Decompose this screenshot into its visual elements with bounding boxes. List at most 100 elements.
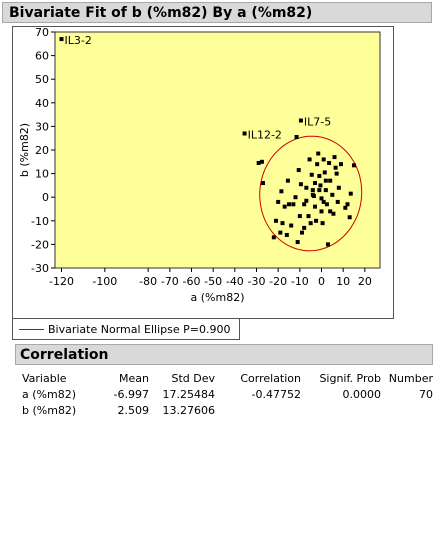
data-point [316,151,321,156]
data-point [309,172,314,177]
x-tick-label: 10 [336,275,350,288]
cell-correlation [215,402,301,418]
data-point [317,173,322,178]
data-point [343,205,348,210]
plot-area [54,31,381,269]
point-label: IL3-2 [65,34,92,47]
data-point [322,170,327,175]
data-point [279,189,284,194]
data-point [282,204,287,209]
data-point [296,168,301,173]
point-label: IL7-5 [304,116,331,129]
data-point [320,221,325,226]
y-tick-label: 50 [35,73,49,86]
legend-label: Bivariate Normal Ellipse P=0.900 [48,322,231,336]
cell-number [381,402,433,418]
x-tick-label: -50 [204,275,222,288]
y-tick-label: -20 [31,238,49,251]
data-point [298,182,303,187]
data-point [333,165,338,170]
data-point [321,199,326,204]
col-signif-prob: Signif. Prob [319,371,381,385]
data-point [348,191,353,196]
data-point [334,171,339,176]
col-mean: Mean [119,371,149,385]
data-point [336,185,341,190]
data-point [332,155,337,160]
data-point [317,188,322,193]
legend: Bivariate Normal Ellipse P=0.900 [12,318,240,340]
data-point [291,202,296,207]
data-point [310,192,315,197]
cell-variable: a (%m82) [22,387,76,401]
data-point [331,211,336,216]
data-point [321,157,326,162]
y-tick-label: 20 [35,144,49,157]
bivariate-ellipse [259,135,363,252]
y-tick-label: -30 [31,262,49,275]
data-point [285,178,290,183]
table-row: a (%m82) -6.997 17.25484 -0.47752 0.0000… [22,386,433,402]
data-point [335,199,340,204]
x-tick-label: -30 [248,275,266,288]
data-point [278,230,283,235]
table-row: b (%m82) 2.509 13.27606 [22,402,433,418]
y-tick-label: -10 [31,215,49,228]
data-point [314,218,319,223]
data-point [276,199,281,204]
col-std-dev: Std Dev [171,371,215,385]
y-tick-label: 40 [35,97,49,110]
data-point [318,183,323,188]
data-point [302,225,307,230]
data-point [287,202,291,207]
data-point [352,163,356,168]
data-point [313,204,317,209]
y-tick-label: 60 [35,50,49,63]
report-header[interactable]: Bivariate Fit of b (%m82) By a (%m82) [2,2,432,23]
y-tick-label: 30 [35,120,49,133]
data-point [330,192,335,197]
data-point [300,230,304,235]
data-point [323,188,328,193]
correlation-title: Correlation [20,346,109,363]
data-point [261,181,265,186]
data-point [59,37,64,42]
data-point [289,223,294,228]
x-tick-label: -70 [161,275,179,288]
legend-ellipse-swatch [19,328,44,330]
x-tick-label: 0 [318,275,325,288]
correlation-header[interactable]: Correlation [15,344,433,365]
data-point [271,235,276,240]
point-label: IL12-2 [248,128,282,141]
y-tick-label: 0 [42,191,49,204]
x-axis-label: a (%m82) [191,291,245,304]
data-point [298,118,303,123]
data-point [274,218,278,223]
data-point [242,131,247,136]
data-point [308,221,313,226]
cell-signif-prob: 0.0000 [342,387,382,401]
data-point [256,160,261,165]
data-point [319,196,324,201]
x-tick-label: -20 [269,275,287,288]
y-axis-label: b (%m82) [18,123,31,177]
x-tick-label: 20 [358,275,372,288]
cell-signif-prob [301,402,381,418]
report-title: Bivariate Fit of b (%m82) By a (%m82) [9,4,313,21]
data-point [297,214,302,219]
data-point [345,202,350,207]
cell-std-dev: 13.27606 [162,403,216,417]
x-tick-label: -80 [139,275,157,288]
correlation-table: Variable Mean Std Dev Correlation Signif… [22,370,433,418]
data-point [307,157,312,162]
cell-variable: b (%m82) [22,403,77,417]
data-point [339,162,343,167]
data-point [327,160,332,165]
data-point [319,209,324,214]
data-point [326,242,330,247]
data-point [293,195,298,200]
data-point [302,202,307,207]
data-point [324,202,329,207]
cell-std-dev: 17.25484 [162,387,216,401]
x-tick-label: -10 [291,275,309,288]
